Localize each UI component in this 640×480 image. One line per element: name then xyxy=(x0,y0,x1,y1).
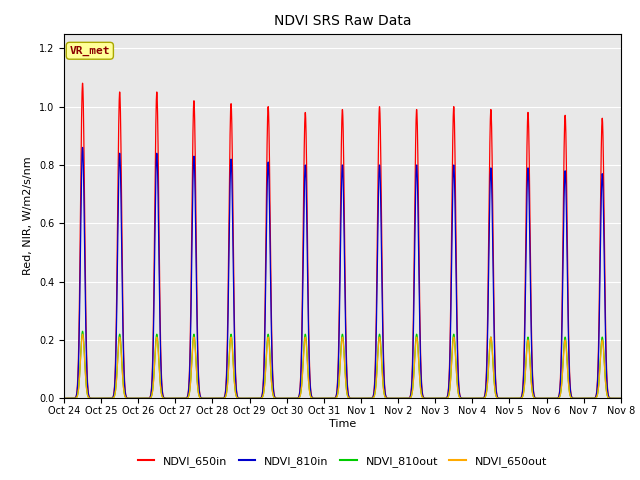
Line: NDVI_810out: NDVI_810out xyxy=(64,331,621,398)
NDVI_650out xyxy=(273,396,281,401)
Line: NDVI_650in: NDVI_650in xyxy=(64,83,621,398)
NDVI_650out xyxy=(79,331,86,337)
Legend: NDVI_650in, NDVI_810in, NDVI_810out, NDVI_650out: NDVI_650in, NDVI_810in, NDVI_810out, NDV… xyxy=(133,451,552,471)
Text: VR_met: VR_met xyxy=(70,46,110,56)
NDVI_650in xyxy=(617,396,625,401)
NDVI_650in xyxy=(79,80,86,86)
NDVI_650out xyxy=(563,355,571,360)
NDVI_650in xyxy=(563,197,571,203)
NDVI_650out xyxy=(60,396,68,401)
Title: NDVI SRS Raw Data: NDVI SRS Raw Data xyxy=(274,14,411,28)
NDVI_650in xyxy=(588,396,595,401)
X-axis label: Time: Time xyxy=(329,419,356,429)
NDVI_810out xyxy=(563,352,571,358)
NDVI_810in xyxy=(563,236,571,241)
NDVI_650in xyxy=(566,365,573,371)
NDVI_810in xyxy=(566,371,573,377)
NDVI_650out xyxy=(566,389,573,395)
NDVI_810in xyxy=(588,396,595,401)
NDVI_810out xyxy=(617,396,625,401)
Y-axis label: Red, NIR, W/m2/s/nm: Red, NIR, W/m2/s/nm xyxy=(23,156,33,276)
NDVI_810in xyxy=(79,144,86,150)
NDVI_810out xyxy=(588,396,595,401)
NDVI_810out xyxy=(127,396,134,401)
NDVI_650out xyxy=(127,396,134,401)
NDVI_650out xyxy=(617,396,625,401)
NDVI_810out xyxy=(79,328,86,334)
NDVI_810out xyxy=(409,387,417,393)
NDVI_650out xyxy=(588,396,595,401)
NDVI_810in xyxy=(60,396,68,401)
NDVI_810out xyxy=(273,396,281,401)
NDVI_650in xyxy=(409,358,417,364)
NDVI_810in xyxy=(273,396,281,401)
Line: NDVI_650out: NDVI_650out xyxy=(64,334,621,398)
NDVI_650in xyxy=(127,396,134,401)
NDVI_810out xyxy=(60,396,68,401)
NDVI_810in xyxy=(127,396,134,401)
NDVI_650in xyxy=(60,396,68,401)
NDVI_810out xyxy=(566,389,573,395)
Line: NDVI_810in: NDVI_810in xyxy=(64,147,621,398)
NDVI_650in xyxy=(273,396,281,401)
NDVI_650out xyxy=(409,387,417,393)
NDVI_810in xyxy=(409,365,417,371)
NDVI_810in xyxy=(617,396,625,401)
